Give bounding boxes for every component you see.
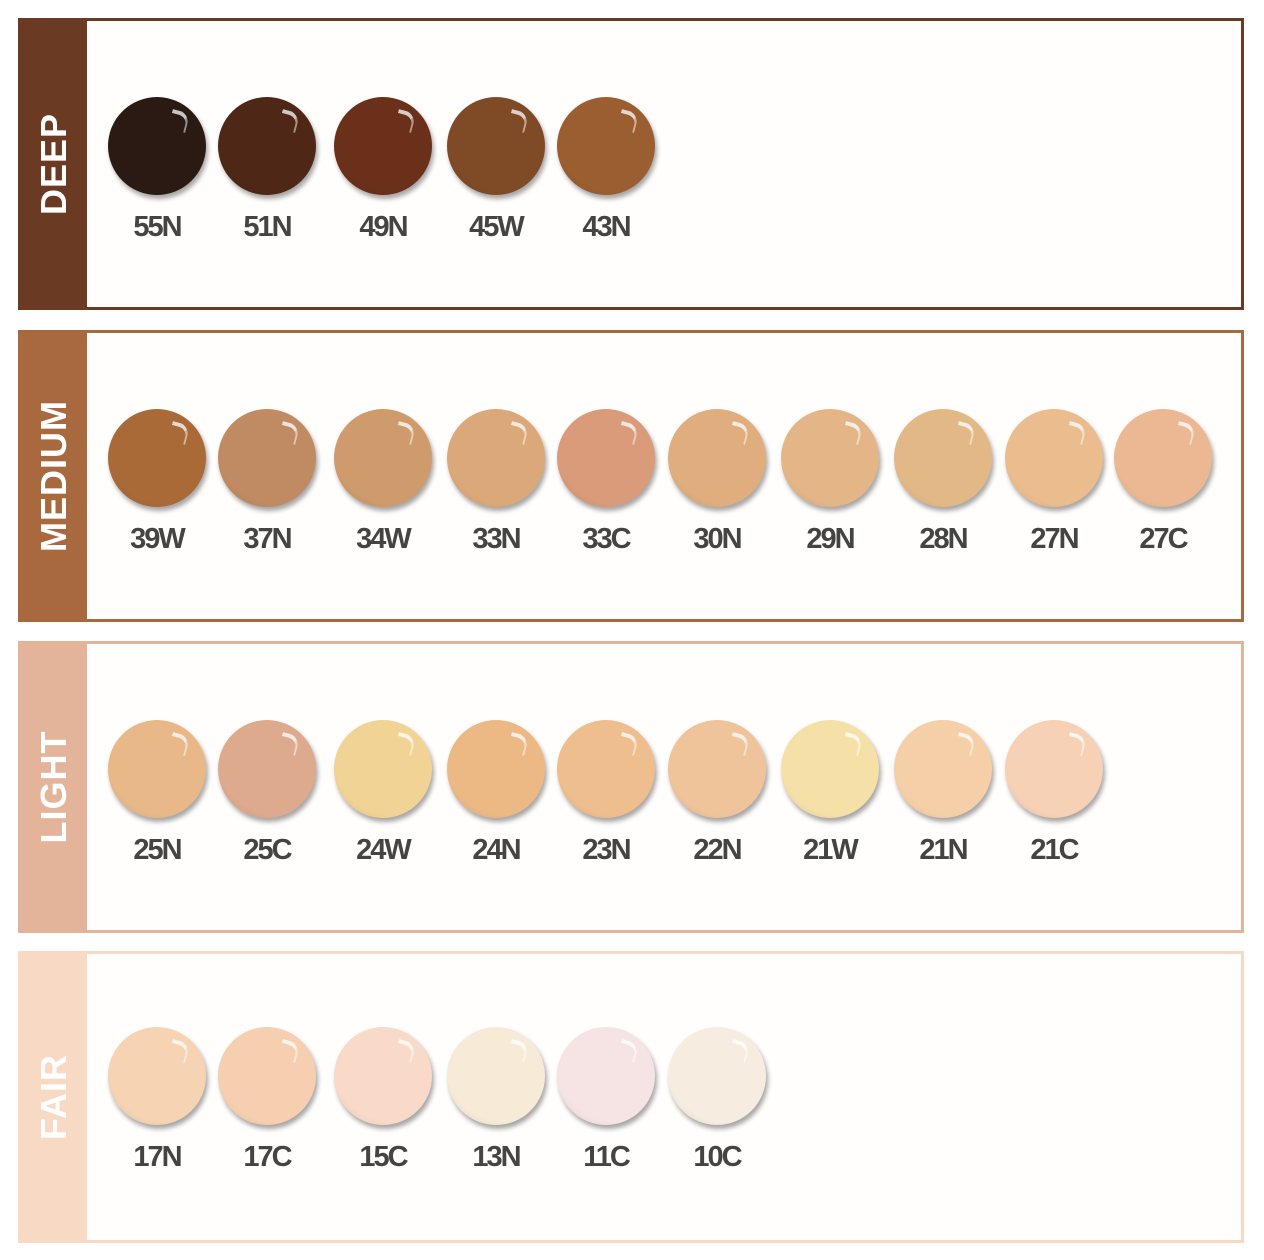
shade-label: 24W [356, 834, 412, 866]
shade-label: 25C [243, 834, 292, 866]
shade-swatch-29N [781, 409, 879, 507]
shade-swatch-24W [334, 720, 432, 818]
shade-group-medium: MEDIUM 39W 37N 34W 33N 33C 30N 29N 28N 27N 27C [18, 330, 1244, 622]
shade-label: 43N [582, 211, 631, 243]
shade-swatch-25C [218, 720, 316, 818]
shade-swatch-37N [218, 409, 316, 507]
shade-swatch-30N [668, 409, 766, 507]
shade-swatch-24N [447, 720, 545, 818]
shade-swatch-21C [1005, 720, 1103, 818]
shade-swatch-22N [668, 720, 766, 818]
shade-label: 13N [472, 1141, 521, 1173]
shade-swatch-15C [334, 1027, 432, 1125]
shade-label: 33N [472, 523, 521, 555]
shade-swatch-34W [334, 409, 432, 507]
shade-label: 25N [133, 834, 182, 866]
shade-label: 45W [469, 211, 525, 243]
shade-label: 15C [359, 1141, 408, 1173]
shade-swatch-23N [557, 720, 655, 818]
shade-label: 27C [1139, 523, 1188, 555]
shade-swatch-55N [108, 97, 206, 195]
shade-swatch-13N [447, 1027, 545, 1125]
shade-label: 51N [243, 211, 292, 243]
shade-label: 39W [130, 523, 186, 555]
shade-swatch-11C [557, 1027, 655, 1125]
shade-label: 21N [919, 834, 968, 866]
shade-group-light: LIGHT 25N 25C 24W 24N 23N 22N 21W 21N 21C [18, 641, 1244, 933]
shade-label: 27N [1030, 523, 1079, 555]
group-label: LIGHT [33, 730, 74, 844]
group-side-bar: FAIR [21, 954, 87, 1240]
shade-swatch-25N [108, 720, 206, 818]
shade-label: 24N [472, 834, 521, 866]
shade-label: 34W [356, 523, 412, 555]
shade-swatch-21W [781, 720, 879, 818]
shade-label: 37N [243, 523, 292, 555]
shade-label: 23N [582, 834, 631, 866]
shade-label: 55N [133, 211, 182, 243]
group-label: FAIR [33, 1053, 74, 1141]
shade-label: 49N [359, 211, 408, 243]
shade-swatch-39W [108, 409, 206, 507]
shade-swatch-49N [334, 97, 432, 195]
shade-swatch-33N [447, 409, 545, 507]
shade-swatch-28N [894, 409, 992, 507]
shade-label: 21C [1030, 834, 1079, 866]
shade-label: 21W [803, 834, 859, 866]
group-label: MEDIUM [33, 400, 74, 552]
group-label: DEEP [33, 112, 74, 216]
shade-group-deep: DEEP 55N 51N 49N 45W 43N [18, 18, 1244, 310]
shade-swatch-45W [447, 97, 545, 195]
shade-label: 11C [583, 1141, 631, 1173]
shade-label: 29N [806, 523, 855, 555]
shade-label: 22N [693, 834, 742, 866]
shade-label: 28N [919, 523, 968, 555]
shade-label: 10C [693, 1141, 742, 1173]
shade-swatch-51N [218, 97, 316, 195]
shade-label: 17C [243, 1141, 292, 1173]
shade-label: 17N [133, 1141, 182, 1173]
shade-label: 30N [693, 523, 742, 555]
shade-swatch-21N [894, 720, 992, 818]
shade-label: 33C [582, 523, 631, 555]
group-side-bar: DEEP [21, 21, 87, 307]
shade-group-fair: FAIR 17N 17C 15C 13N 11C 10C [18, 951, 1244, 1243]
shade-swatch-33C [557, 409, 655, 507]
group-side-bar: MEDIUM [21, 333, 87, 619]
shade-swatch-43N [557, 97, 655, 195]
shade-swatch-27C [1114, 409, 1212, 507]
group-side-bar: LIGHT [21, 644, 87, 930]
shade-swatch-10C [668, 1027, 766, 1125]
shade-swatch-17N [108, 1027, 206, 1125]
shade-swatch-27N [1005, 409, 1103, 507]
shade-swatch-17C [218, 1027, 316, 1125]
